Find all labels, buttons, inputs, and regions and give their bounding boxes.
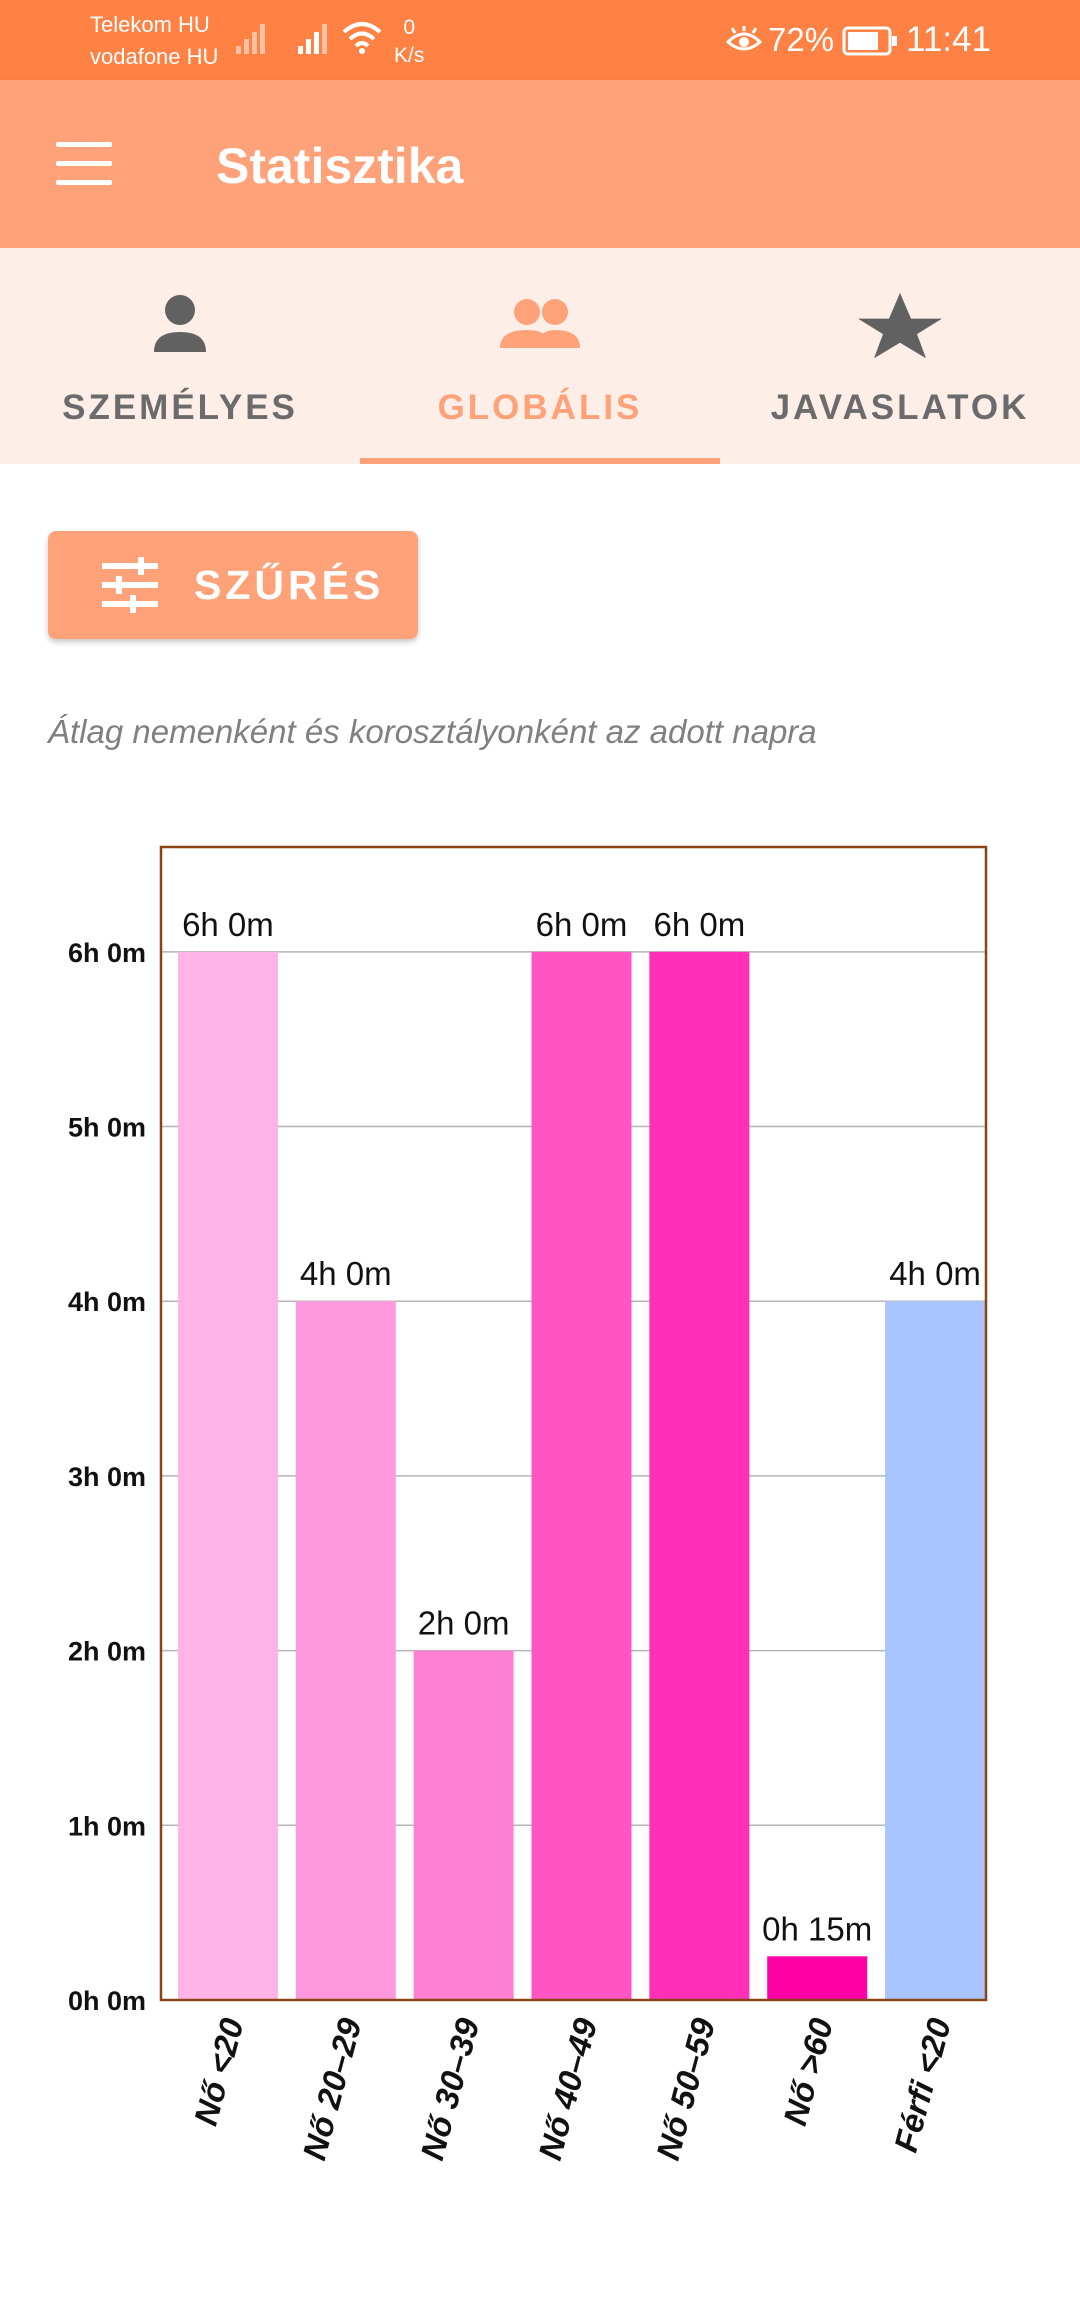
chart-subtitle: Átlag nemenként és korosztályonként az a…: [48, 713, 817, 750]
network-speed: 0 K/s: [394, 14, 424, 70]
signal-icon: [298, 24, 327, 54]
eye-icon: [726, 26, 762, 51]
people-icon: [500, 299, 580, 348]
bar-value-label: 6h 0m: [536, 906, 628, 943]
app-bar: Statisztika: [0, 80, 1080, 248]
tune-icon: [102, 557, 158, 613]
bar-value-label: 6h 0m: [182, 906, 274, 943]
bar: [531, 951, 632, 2001]
signal-icon: [236, 24, 265, 54]
status-bar: Telekom HU vodafone HU 0 K/s 72% 11:41: [0, 0, 1080, 80]
bar: [767, 1956, 868, 2000]
battery-icon: [842, 26, 897, 56]
y-tick-label: 1h 0m: [68, 1811, 146, 1841]
star-icon: [858, 292, 942, 359]
x-tick-label: Nő 40–49: [531, 2014, 604, 2164]
clock: 11:41: [906, 20, 991, 59]
y-tick-label: 3h 0m: [68, 1462, 146, 1492]
carrier-name-1: Telekom HU: [90, 12, 210, 37]
tab-javaslatok[interactable]: JAVASLATOK: [720, 248, 1080, 464]
wifi-icon: [342, 22, 382, 54]
y-tick-label: 5h 0m: [68, 1113, 146, 1143]
x-tick-label: Nő 50–59: [649, 2014, 722, 2164]
menu-icon[interactable]: [56, 142, 112, 186]
page-title: Statisztika: [216, 138, 464, 194]
chart-frame: [159, 845, 988, 2002]
tab-szemelyes[interactable]: SZEMÉLYES: [0, 248, 360, 464]
person-icon: [154, 295, 206, 352]
bar-chart: 6h 0m 4h 0m 2h 0m 6h 0m 6h 0m 0h 15m 4h 0m 0h …: [68, 845, 988, 2164]
x-tick-label: Nő 20–29: [295, 2014, 368, 2164]
bar-value-label: 6h 0m: [653, 906, 745, 943]
bar: [413, 1650, 514, 2000]
x-tick-label: Nő <20: [187, 2014, 251, 2130]
tab-globalis[interactable]: GLOBÁLIS: [360, 248, 720, 464]
bar-value-label: 4h 0m: [889, 1255, 981, 1292]
bar: [177, 951, 278, 2001]
tab-label: SZEMÉLYES: [62, 388, 298, 427]
tab-bar: SZEMÉLYES GLOBÁLIS JAVASLATOK: [0, 248, 1080, 464]
y-tick-label: 6h 0m: [68, 938, 146, 968]
filter-button-label: SZŰRÉS: [194, 562, 385, 608]
bar-value-label: 0h 15m: [762, 1910, 872, 1947]
tab-indicator: [360, 458, 720, 464]
bar-value-label: 2h 0m: [418, 1605, 510, 1642]
bar: [649, 951, 750, 2001]
x-tick-label: Nő >60: [776, 2014, 840, 2130]
bar: [885, 1301, 986, 2000]
bar: [295, 1301, 396, 2000]
bar-value-label: 4h 0m: [300, 1255, 392, 1292]
network-speed-value: 0: [403, 16, 416, 39]
tab-label: JAVASLATOK: [770, 388, 1030, 427]
y-tick-label: 2h 0m: [68, 1637, 146, 1667]
y-tick-label: 0h 0m: [68, 1986, 146, 2016]
tab-label: GLOBÁLIS: [437, 388, 643, 427]
x-tick-label: Nő 30–39: [413, 2014, 486, 2164]
y-tick-label: 4h 0m: [68, 1287, 146, 1317]
network-speed-unit: K/s: [394, 44, 425, 67]
x-tick-label: Férfi <20: [887, 2014, 958, 2156]
filter-button[interactable]: SZŰRÉS: [48, 531, 418, 639]
battery-percent: 72%: [768, 21, 835, 58]
carrier-name-2: vodafone HU: [90, 44, 219, 69]
